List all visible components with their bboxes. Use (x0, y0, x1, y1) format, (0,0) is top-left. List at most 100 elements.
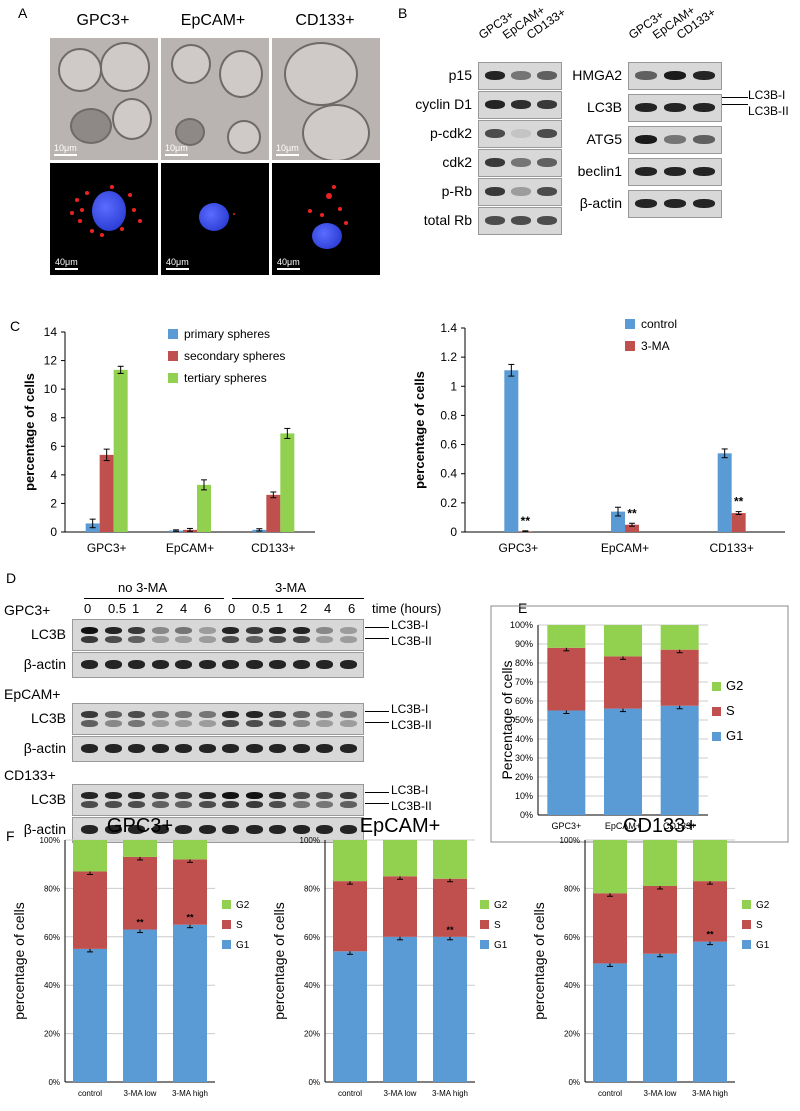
stacked-bar-segment (593, 840, 627, 894)
blot-band (104, 711, 122, 718)
blot-row-label: cdk2 (442, 154, 472, 170)
blot-lane (478, 178, 562, 206)
blot-band (222, 711, 239, 718)
stacked-bar-segment (73, 840, 107, 872)
legend-label: tertiary spheres (184, 371, 267, 385)
stacked-bar-segment (433, 840, 467, 879)
stacked-bar-segment (660, 649, 699, 706)
blot-band (81, 627, 98, 634)
blot-band (269, 744, 286, 753)
blot-band (537, 71, 557, 80)
panel-letter-b: B (398, 5, 408, 21)
y-tick-label: 0.4 (440, 467, 457, 481)
blot-band (198, 720, 216, 727)
stacked-bar-segment (173, 859, 207, 925)
blot-band (292, 660, 310, 669)
blot-lane (628, 126, 722, 154)
y-tick-label: 60% (44, 933, 60, 942)
time-point-label: 2 (300, 601, 308, 616)
time-point-label: 1 (132, 601, 140, 616)
y-tick-label: 6 (50, 439, 57, 453)
y-tick-label: 0% (308, 1078, 320, 1087)
blot-band (198, 792, 216, 799)
y-tick-label: 60% (564, 933, 580, 942)
blot-band (537, 187, 557, 196)
legend-label: S (494, 920, 501, 931)
y-tick-label: 20% (304, 1030, 320, 1039)
blot-band (81, 825, 98, 834)
bar (266, 494, 281, 532)
y-axis-title: percentage of cells (22, 373, 37, 491)
blot-band (198, 825, 216, 834)
blot-band (635, 71, 657, 80)
y-tick-label: 40% (304, 981, 320, 990)
blot-band (316, 627, 333, 634)
legend-swatch (742, 940, 751, 949)
blot-band (511, 187, 531, 196)
panel-letter-d: D (6, 570, 17, 586)
blot-band (151, 711, 169, 718)
blot-band (128, 636, 145, 643)
significance-marker: ** (706, 930, 714, 940)
blot-band (198, 711, 216, 718)
legend-label: secondary spheres (184, 349, 285, 363)
legend-label: S (236, 920, 243, 931)
x-tick-label: GPC3+ (87, 541, 127, 555)
legend-swatch (480, 940, 489, 949)
legend-swatch (480, 900, 489, 909)
blot-lane (478, 120, 562, 148)
stacked-bar-segment (604, 656, 642, 709)
blot-band (245, 636, 263, 643)
blot-band (198, 744, 216, 753)
blot-band (222, 792, 239, 799)
blot-band (128, 792, 145, 799)
stacked-bar-segment (123, 840, 157, 857)
y-tick-label: 80% (515, 658, 533, 668)
bar (280, 433, 295, 532)
blot-lane (628, 94, 722, 122)
significance-marker: ** (734, 495, 744, 509)
stacked-bar-segment (383, 840, 417, 877)
blot-band (245, 660, 263, 669)
legend-swatch (480, 920, 489, 929)
legend-label: primary spheres (184, 327, 270, 341)
legend-label: G2 (756, 900, 770, 911)
time-point-label: 0 (228, 601, 236, 616)
blot-band (292, 744, 310, 753)
blot-lane (72, 652, 364, 678)
stacked-bar-segment (433, 878, 467, 937)
stacked-bar-segment (333, 881, 367, 952)
blot-band (537, 216, 557, 225)
y-tick-label: 40% (564, 981, 580, 990)
bar (504, 370, 519, 532)
blot-band (339, 627, 357, 634)
blot-row-label: LC3B (30, 710, 66, 726)
blot-band (339, 711, 357, 718)
significance-marker: ** (521, 514, 531, 528)
x-tick-label: CD133+ (709, 541, 753, 555)
blot-band (81, 711, 98, 718)
blot-band (537, 100, 557, 109)
stacked-bar-segment (604, 708, 642, 815)
annotation-arrow (365, 803, 389, 804)
blot-band (511, 129, 531, 138)
blot-band (175, 801, 192, 808)
y-tick-label: 30% (515, 753, 533, 763)
em-image-gpc3: 10μm (50, 38, 158, 160)
significance-marker: ** (136, 918, 144, 928)
panel-letter-a: A (18, 5, 28, 21)
legend-swatch (625, 341, 635, 351)
stacked-bar-segment (333, 840, 367, 882)
blot-band (339, 792, 357, 799)
blot-band (316, 792, 333, 799)
blot-band (81, 792, 98, 799)
blot-band (81, 720, 98, 727)
blot-lane (478, 207, 562, 235)
blot-band (316, 636, 333, 643)
stacked-bar-segment (693, 840, 727, 882)
blot-band (175, 825, 192, 834)
stacked-bar-segment (643, 885, 677, 954)
stacked-bar-segment (73, 871, 107, 949)
blot-band (635, 199, 657, 208)
stacked-bar-segment (73, 948, 107, 1082)
